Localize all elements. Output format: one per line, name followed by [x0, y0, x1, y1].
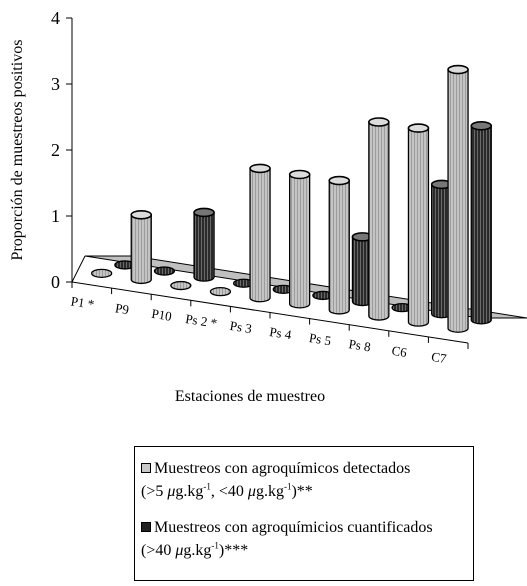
x-tick-label: Ps 8 [348, 336, 372, 354]
bar-quantified [470, 121, 493, 325]
bar-detected [328, 175, 351, 315]
x-tick-label: P1 * [70, 293, 96, 311]
x-tick-label: Ps 3 [229, 318, 253, 336]
chart-area: 0 1 2 3 4 P1 * P9 P10 Ps 2 * Ps 3 Ps 4 Ps 5 Ps 8 C6 C… [9, 8, 527, 405]
bar-detected [91, 268, 113, 279]
legend-quantified-line1: Muestreos con agroquímicios cuantificado… [154, 519, 433, 536]
x-tick-label: C7 [430, 349, 448, 366]
x-axis-title: Estaciones de muestreo [175, 388, 325, 405]
legend-detected-line1: Muestreos con agroquímicos detectados [154, 460, 411, 477]
y-ticks: 0 1 2 3 4 [51, 8, 72, 292]
bar-quantified [193, 207, 215, 282]
y-tick-label: 3 [51, 74, 60, 94]
x-tick-label: P9 [114, 300, 130, 317]
bar-detected [407, 123, 430, 327]
bar-detected [249, 163, 271, 303]
x-ticks [71, 282, 469, 349]
bar-detected [170, 280, 192, 291]
x-tick-label: Ps 2 * [184, 311, 218, 331]
legend-detected-line2: (>5 μg.kg-1, <40 μg.kg-1)** [141, 482, 313, 501]
legend-entry-quantified: Muestreos con agroquímicios cuantificado… [141, 518, 469, 560]
x-tick-label: Ps 5 [308, 330, 332, 348]
y-tick-label: 2 [51, 140, 60, 160]
legend-swatch-detected [141, 463, 151, 473]
bar-detected [288, 169, 311, 309]
bar-detected [368, 117, 390, 321]
y-tick-label: 0 [51, 272, 60, 292]
legend-entry-detected: Muestreos con agroquímicos detectados (>… [141, 459, 469, 501]
legend: Muestreos con agroquímicos detectados (>… [134, 446, 474, 581]
x-tick-label: C6 [391, 343, 409, 360]
bars-detected [91, 64, 469, 333]
y-tick-label: 1 [51, 206, 60, 226]
x-tick-labels: P1 * P9 P10 Ps 2 * Ps 3 Ps 4 Ps 5 Ps 8 C6 C7 [70, 293, 448, 366]
legend-swatch-quantified [141, 522, 151, 532]
bar-quantified [153, 266, 176, 276]
y-axis-title: Proporción de muestreos positivos [9, 40, 26, 261]
bar-detected [130, 209, 153, 285]
bars-quantified [114, 121, 493, 325]
x-tick-label: P10 [151, 306, 173, 324]
legend-quantified-line2: (>40 μg.kg-1)*** [141, 541, 249, 560]
y-tick-label: 4 [51, 8, 60, 28]
bar-detected [447, 64, 469, 333]
floor-left-edge [71, 255, 86, 283]
x-tick-label: Ps 4 [268, 324, 293, 342]
bar-detected [209, 286, 232, 297]
